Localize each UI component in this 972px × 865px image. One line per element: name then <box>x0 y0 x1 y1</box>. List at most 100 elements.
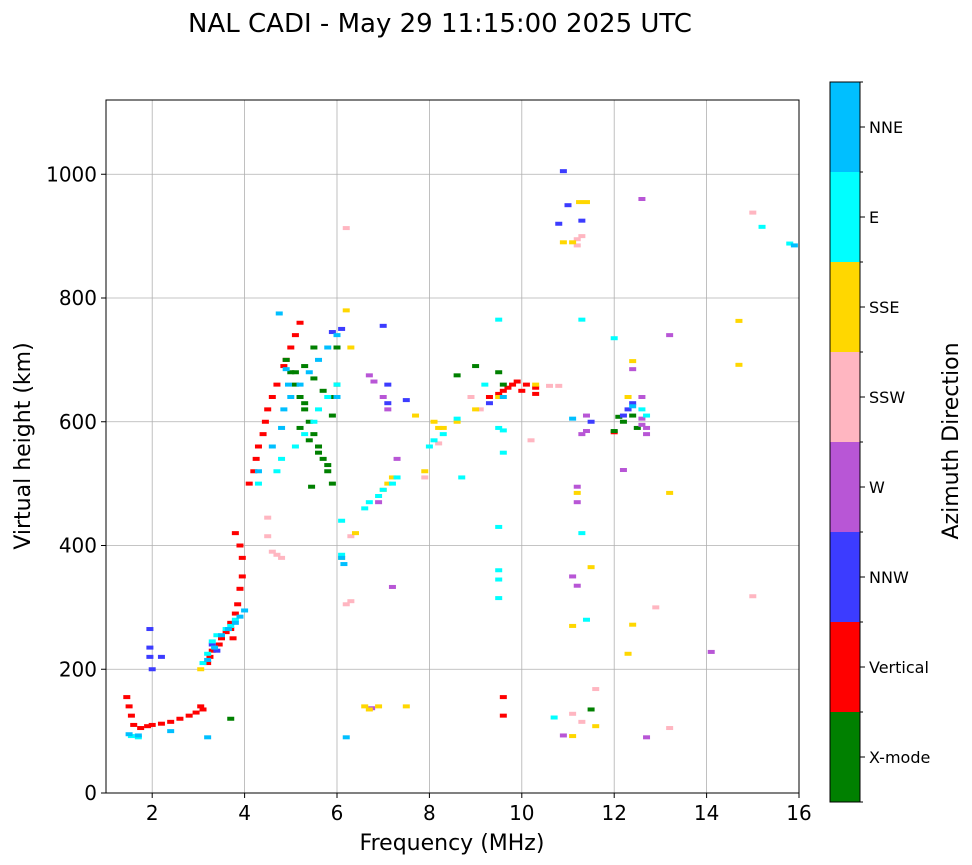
data-point-nnw <box>555 221 563 226</box>
data-point-nne <box>284 382 292 387</box>
data-point-nne <box>280 407 288 412</box>
colorbar-segment <box>830 712 860 802</box>
colorbar-label: Azimuth Direction <box>939 342 964 539</box>
data-point-x-mode <box>495 370 503 375</box>
x-tick-label: 10 <box>509 801 534 825</box>
data-point-x-mode <box>310 345 318 350</box>
data-point-vertical <box>261 419 269 424</box>
data-point-e <box>338 552 346 557</box>
data-point-sse <box>384 481 392 486</box>
data-point-w <box>707 649 715 654</box>
data-point-w <box>629 367 637 372</box>
data-point-sse <box>197 667 205 672</box>
grid <box>106 100 800 794</box>
data-point-x-mode <box>328 481 336 486</box>
data-point-e <box>379 487 387 492</box>
data-point-e <box>610 336 618 341</box>
data-point-sse <box>472 407 480 412</box>
data-point-x-mode <box>227 716 235 721</box>
data-point-nne <box>211 645 219 650</box>
x-tick-label: 2 <box>146 801 159 825</box>
data-point-vertical <box>197 704 205 709</box>
data-point-vertical <box>495 391 503 396</box>
data-point-vertical <box>264 407 272 412</box>
data-marks <box>123 169 798 740</box>
data-point-vertical <box>245 481 253 486</box>
data-point-sse <box>495 395 503 399</box>
data-point-vertical <box>144 724 152 729</box>
data-point-w <box>666 333 674 338</box>
data-point-e <box>425 444 433 449</box>
data-point-vertical <box>192 710 200 715</box>
data-point-sse <box>569 623 577 628</box>
colorbar-segment <box>830 442 860 532</box>
data-point-sse <box>365 707 373 712</box>
colorbar-label-nne: NNE <box>869 118 903 137</box>
data-point-vertical <box>522 382 530 387</box>
data-point-x-mode <box>472 364 480 369</box>
data-point-ssw <box>347 599 355 604</box>
data-point-e <box>550 715 558 720</box>
data-point-w <box>573 583 581 588</box>
data-point-vertical <box>130 722 138 727</box>
data-point-sse <box>439 425 447 430</box>
data-point-vertical <box>185 713 193 718</box>
data-point-e <box>638 407 646 412</box>
data-point-sse <box>569 734 577 739</box>
data-point-vertical <box>218 636 225 641</box>
data-point-e <box>273 469 281 474</box>
data-point-w <box>573 500 581 505</box>
data-point-sse <box>351 531 359 536</box>
data-point-sse <box>582 200 590 205</box>
data-point-vertical <box>227 620 235 625</box>
data-point-vertical <box>250 469 258 474</box>
colorbar-segment <box>830 82 860 172</box>
data-point-vertical <box>137 726 145 731</box>
data-point-w <box>379 395 387 399</box>
data-point-x-mode <box>305 438 313 443</box>
data-point-ssw <box>435 441 443 446</box>
data-point-vertical <box>499 388 507 393</box>
data-point-x-mode <box>619 419 627 424</box>
data-point-w <box>578 432 586 437</box>
data-point-nne <box>287 395 295 399</box>
data-point-w <box>643 432 651 437</box>
data-point-vertical <box>208 648 216 653</box>
data-point-e <box>582 617 590 622</box>
data-point-e <box>439 432 447 437</box>
data-point-vertical <box>485 395 493 399</box>
data-point-ssw <box>573 243 581 248</box>
data-point-vertical <box>176 716 184 721</box>
data-point-w <box>582 429 590 434</box>
data-point-sse <box>629 359 637 364</box>
data-point-x-mode <box>324 463 332 468</box>
y-tick-label: 200 <box>59 657 97 681</box>
data-point-sse <box>624 395 632 399</box>
colorbar-segment <box>830 262 860 352</box>
data-point-vertical <box>123 695 131 700</box>
data-point-sse <box>666 490 674 495</box>
colorbar-label-x-mode: X-mode <box>869 748 930 767</box>
data-point-vertical <box>268 395 276 399</box>
data-point-vertical <box>199 707 207 712</box>
data-point-sse <box>453 419 461 424</box>
data-point-sse <box>402 704 410 709</box>
data-point-e <box>481 382 489 387</box>
data-point-vertical <box>148 722 156 727</box>
data-point-sse <box>532 382 540 387</box>
data-point-w <box>619 468 627 473</box>
data-point-w <box>643 425 651 430</box>
data-point-nne <box>333 333 341 338</box>
data-point-vertical <box>532 385 540 390</box>
data-point-x-mode <box>453 373 461 378</box>
data-point-nnw <box>146 627 154 632</box>
data-point-ssw <box>268 549 276 554</box>
data-point-sse <box>430 419 438 424</box>
data-point-sse <box>421 469 429 474</box>
data-point-vertical <box>252 456 260 461</box>
data-point-e <box>495 577 503 582</box>
data-point-e <box>324 395 332 399</box>
data-point-ssw <box>342 602 350 607</box>
data-point-ssw <box>342 226 350 231</box>
data-point-sse <box>559 240 567 245</box>
